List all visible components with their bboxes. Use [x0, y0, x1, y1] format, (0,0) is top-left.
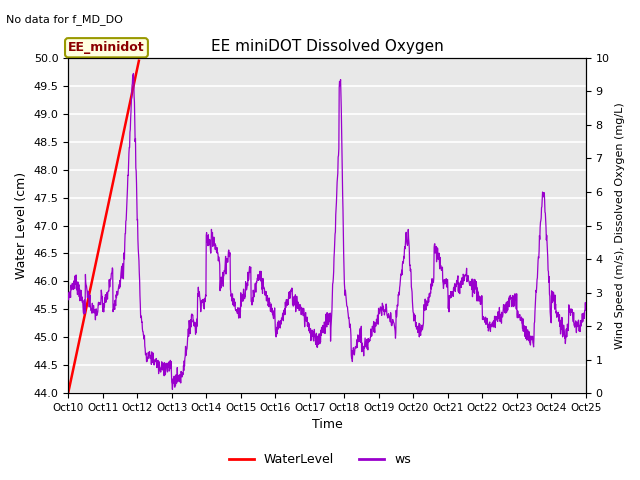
Y-axis label: Wind Speed (m/s), Dissolved Oxygen (mg/L): Wind Speed (m/s), Dissolved Oxygen (mg/L… [615, 102, 625, 349]
X-axis label: Time: Time [312, 419, 342, 432]
Text: No data for f_MD_DO: No data for f_MD_DO [6, 14, 124, 25]
Text: EE_minidot: EE_minidot [68, 41, 145, 54]
Title: EE miniDOT Dissolved Oxygen: EE miniDOT Dissolved Oxygen [211, 39, 444, 54]
Legend: WaterLevel, ws: WaterLevel, ws [224, 448, 416, 471]
Y-axis label: Water Level (cm): Water Level (cm) [15, 172, 28, 279]
